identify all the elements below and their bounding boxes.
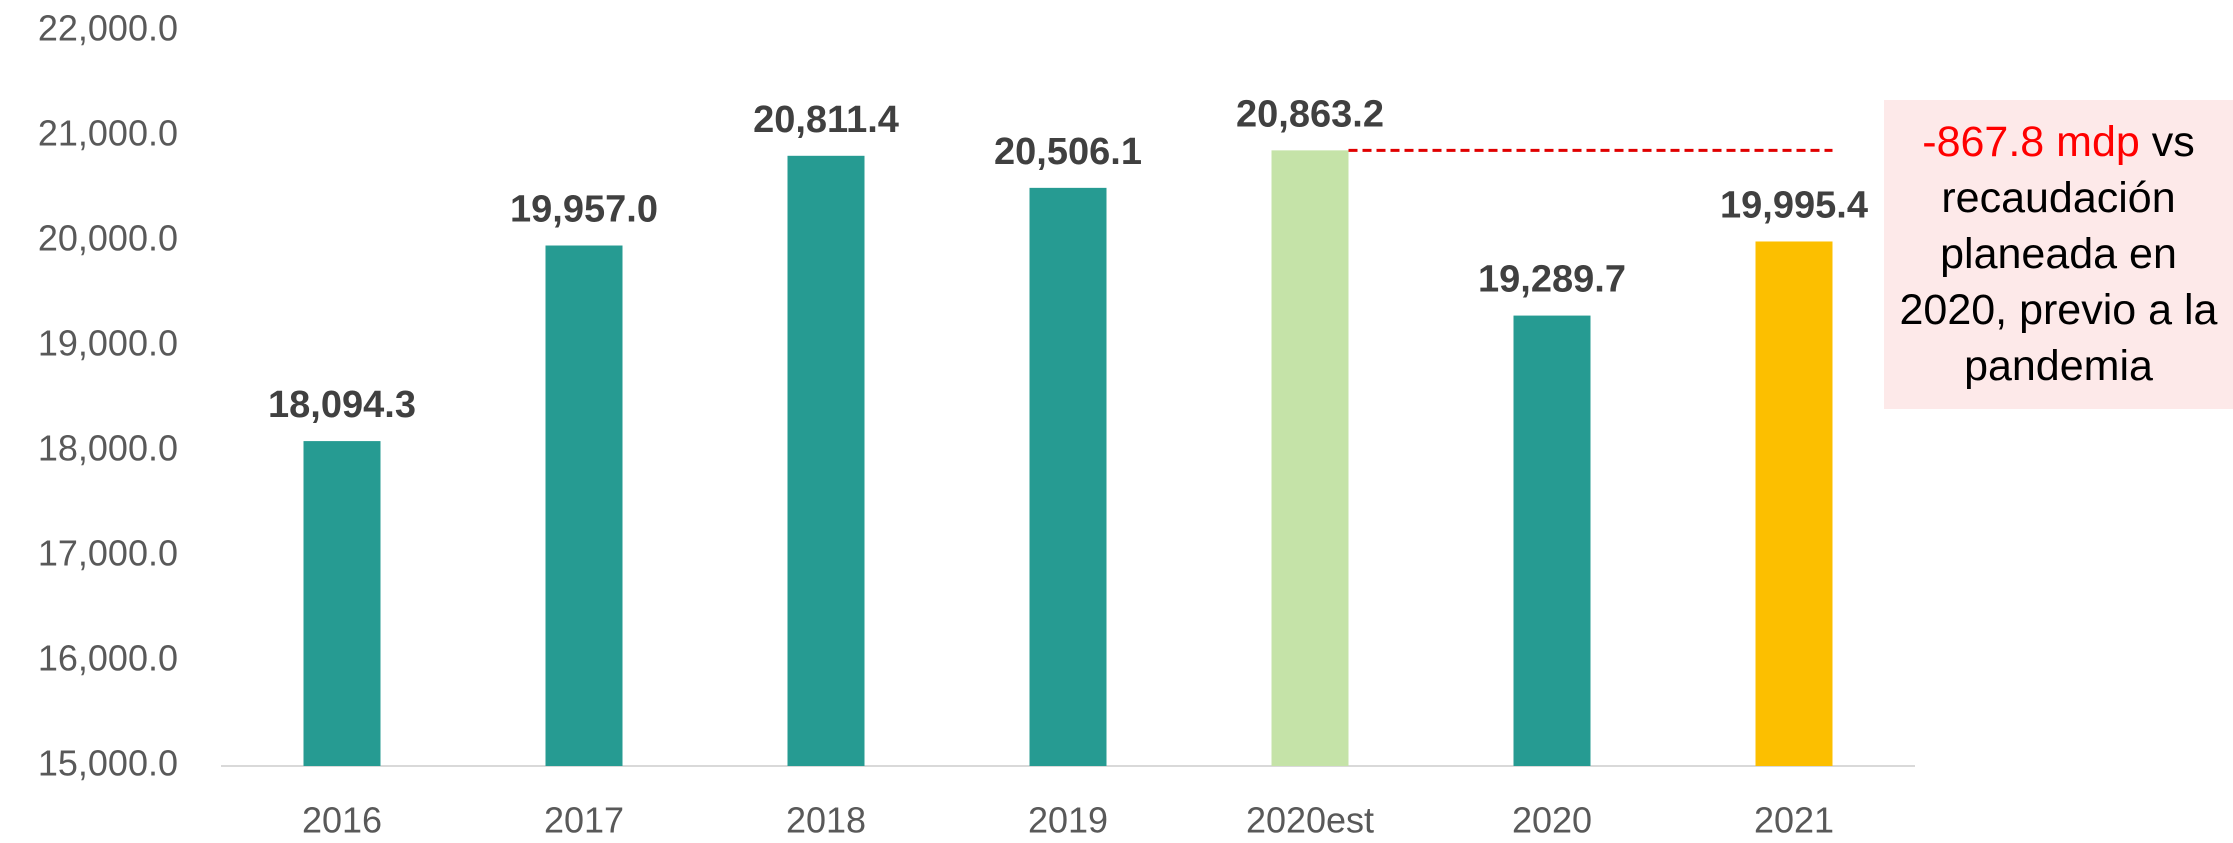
x-tick-label: 2016 (302, 800, 382, 841)
value-label: 20,811.4 (753, 99, 899, 141)
y-tick-label: 22,000.0 (38, 8, 178, 49)
y-tick-label: 20,000.0 (38, 218, 178, 259)
x-tick-label: 2019 (1028, 800, 1108, 841)
bar (1271, 150, 1349, 766)
y-tick-label: 19,000.0 (38, 323, 178, 364)
bar (1513, 315, 1591, 766)
bar (1029, 187, 1107, 766)
bar (545, 245, 623, 766)
value-label: 19,995.4 (1720, 185, 1868, 227)
x-tick-label: 2020 (1512, 800, 1592, 841)
value-label: 20,506.1 (994, 131, 1142, 173)
x-tick-label: 2020est (1246, 800, 1374, 841)
x-tick-label: 2021 (1754, 800, 1834, 841)
bar (787, 155, 865, 767)
y-tick-label: 17,000.0 (38, 533, 178, 574)
annotation-text: vs recaudación planeada en 2020, previo … (1899, 118, 2218, 390)
value-label: 19,957.0 (510, 189, 658, 231)
value-label: 18,094.3 (268, 384, 416, 426)
x-tick-label: 2017 (544, 800, 624, 841)
annotation-highlight: -867.8 mdp (1922, 118, 2140, 166)
annotation: -867.8 mdp vs recaudación planeada en 20… (1884, 100, 2233, 409)
value-label: 19,289.7 (1478, 259, 1626, 301)
bar (1755, 241, 1833, 766)
y-tick-label: 15,000.0 (38, 743, 178, 784)
bar (303, 441, 381, 766)
value-label: 20,863.2 (1236, 93, 1384, 135)
y-tick-label: 16,000.0 (38, 638, 178, 679)
y-tick-label: 18,000.0 (38, 428, 178, 469)
x-tick-label: 2018 (786, 800, 866, 841)
y-tick-label: 21,000.0 (38, 113, 178, 154)
